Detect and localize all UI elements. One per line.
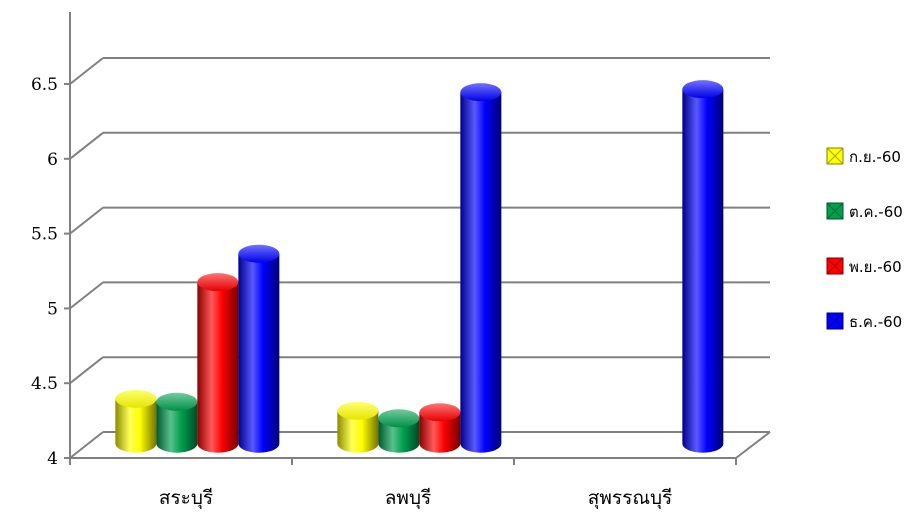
y-tick-label: 6: [47, 150, 58, 170]
legend-swatch-bevel: [826, 312, 844, 330]
y-tick-label: 5: [47, 299, 58, 319]
bar-body: [682, 89, 724, 453]
bar-top: [115, 389, 157, 408]
bar-top: [419, 403, 461, 422]
floor-right-edge: [735, 431, 771, 459]
legend-item: ต.ค.-60: [826, 202, 903, 221]
bar-body: [378, 418, 420, 453]
gridline-depth: [69, 132, 104, 160]
bar: [378, 409, 420, 453]
x-category-label: สระบุรี: [159, 487, 213, 510]
bar-body: [419, 412, 461, 453]
bar: [460, 83, 502, 453]
legend-swatch-bevel: [826, 202, 844, 220]
bar-top: [238, 244, 280, 263]
legend-label: ก.ย.-60: [849, 148, 901, 166]
legend-item: ก.ย.-60: [826, 147, 901, 166]
x-axis-category-labels: สระบุรี ลพบุรี สุพรรณบุรี: [159, 487, 672, 510]
y-tick-label: 5.5: [31, 225, 58, 245]
bar: [682, 80, 724, 453]
gridline-depth: [69, 431, 104, 459]
bar-body: [115, 398, 157, 453]
x-category-label: ลพบุรี: [385, 487, 431, 510]
gridline-depth: [69, 57, 104, 85]
bar-body: [238, 253, 280, 453]
y-tick-label: 4.5: [31, 374, 58, 394]
gridline-depth: [69, 356, 104, 384]
legend-swatch-bevel: [826, 147, 844, 165]
legend-item: พ.ย.-60: [826, 257, 902, 276]
bar-top: [682, 80, 724, 99]
bar-top: [197, 273, 239, 292]
bar-top: [337, 401, 379, 420]
x-category-label: สุพรรณบุรี: [588, 487, 672, 510]
y-axis-tick-labels: 4 4.5 5 5.5 6 6.5: [31, 75, 58, 469]
bar-top: [460, 83, 502, 102]
bar-body: [337, 410, 379, 453]
bar-body: [460, 92, 502, 453]
bar: [156, 392, 198, 453]
legend-label: ธ.ค.-60: [849, 313, 902, 331]
bar: [337, 401, 379, 453]
bar-body: [197, 282, 239, 453]
bar-top: [378, 409, 420, 428]
legend-swatch-bevel: [826, 257, 844, 275]
bar-body: [156, 401, 198, 453]
bar: [197, 273, 239, 453]
gridline-depth: [69, 206, 104, 235]
legend: ก.ย.-60 ต.ค.-60 พ.ย.-60 ธ.ค.-60: [826, 147, 903, 331]
bar-top: [156, 392, 198, 411]
legend-label: พ.ย.-60: [849, 258, 902, 276]
gridline-depth: [69, 281, 104, 310]
bar: [419, 403, 461, 453]
legend-item: ธ.ค.-60: [826, 312, 902, 331]
y-tick-label: 4: [47, 449, 58, 469]
bar: [238, 244, 280, 453]
y-tick-label: 6.5: [31, 75, 58, 95]
bar: [115, 389, 157, 453]
legend-label: ต.ค.-60: [849, 203, 903, 221]
bars: [115, 80, 724, 453]
